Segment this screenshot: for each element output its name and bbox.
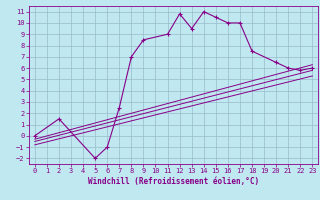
X-axis label: Windchill (Refroidissement éolien,°C): Windchill (Refroidissement éolien,°C) xyxy=(88,177,259,186)
